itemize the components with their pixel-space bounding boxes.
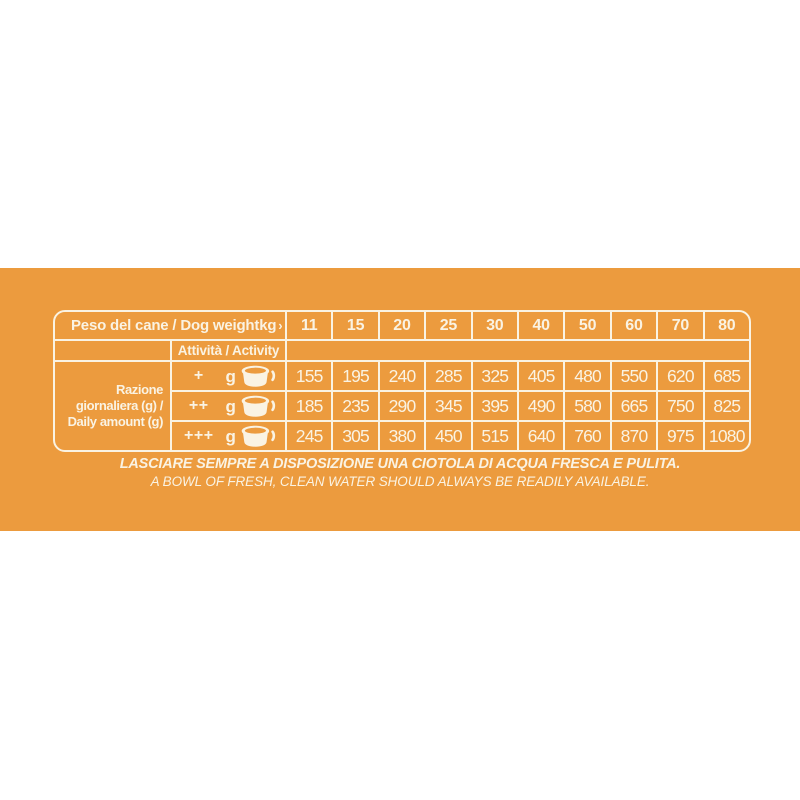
amount-cell: 550 bbox=[609, 360, 657, 390]
amount-cell: 405 bbox=[517, 360, 564, 390]
dog-weight-header: Peso del cane / Dog weight kg › bbox=[55, 312, 285, 339]
water-note-english: A BOWL OF FRESH, CLEAN WATER SHOULD ALWA… bbox=[150, 474, 650, 489]
daily-amount-label: Razione giornaliera (g) / Daily amount (… bbox=[55, 360, 170, 450]
activity-header: Attività / Activity bbox=[170, 339, 285, 360]
amount-cell: 870 bbox=[609, 420, 657, 450]
activity-level-cell: +++ g bbox=[170, 420, 285, 450]
weight-col-header: 60 bbox=[609, 312, 656, 339]
amount-cell: 325 bbox=[470, 360, 517, 390]
amount-cell: 665 bbox=[609, 390, 657, 420]
activity-level-cell: + g bbox=[170, 360, 285, 390]
amount-cell: 285 bbox=[424, 360, 471, 390]
amount-cell: 580 bbox=[563, 390, 610, 420]
amount-cell: 305 bbox=[331, 420, 378, 450]
amount-cell: 480 bbox=[563, 360, 610, 390]
kg-unit: kg › bbox=[259, 317, 283, 334]
weight-col-header: 80 bbox=[702, 312, 749, 339]
amount-cell: 155 bbox=[285, 360, 332, 390]
amount-cell: 825 bbox=[702, 390, 749, 420]
amount-cell: 245 bbox=[285, 420, 332, 450]
weight-col-header: 30 bbox=[470, 312, 517, 339]
grams-bowl: g bbox=[226, 364, 278, 388]
weight-col-header: 20 bbox=[377, 312, 424, 339]
activity-plus: ++ bbox=[188, 397, 209, 414]
amount-cell: 395 bbox=[470, 390, 517, 420]
dog-weight-label: Peso del cane / Dog weight bbox=[71, 317, 260, 334]
weight-col-header: 15 bbox=[331, 312, 377, 339]
empty-cell bbox=[55, 339, 170, 360]
amount-cell: 450 bbox=[424, 420, 471, 450]
spacer-cell bbox=[285, 339, 749, 360]
amount-cell: 750 bbox=[656, 390, 703, 420]
orange-band: Peso del cane / Dog weight kg › 11 15 20… bbox=[0, 268, 800, 531]
activity-level-cell: ++ g bbox=[170, 390, 285, 420]
amount-cell: 515 bbox=[470, 420, 517, 450]
amount-cell: 345 bbox=[424, 390, 471, 420]
amount-cell: 240 bbox=[377, 360, 425, 390]
amount-cell: 640 bbox=[517, 420, 564, 450]
dog-bowl-icon bbox=[241, 395, 275, 417]
amount-cell: 290 bbox=[377, 390, 425, 420]
feeding-table: Peso del cane / Dog weight kg › 11 15 20… bbox=[53, 310, 751, 452]
amount-cell: 490 bbox=[517, 390, 564, 420]
amount-cell: 195 bbox=[331, 360, 378, 390]
weight-col-header: 70 bbox=[656, 312, 702, 339]
activity-plus: + bbox=[193, 367, 204, 384]
dog-bowl-icon bbox=[241, 365, 275, 387]
weight-col-header: 40 bbox=[517, 312, 563, 339]
amount-cell: 620 bbox=[656, 360, 703, 390]
weight-col-header: 25 bbox=[424, 312, 470, 339]
weight-col-header: 11 bbox=[285, 312, 331, 339]
dog-bowl-icon bbox=[241, 425, 275, 447]
water-note: LASCIARE SEMPRE A DISPOSIZIONE UNA CIOTO… bbox=[0, 456, 800, 490]
chevron-right-icon: › bbox=[278, 318, 283, 333]
grams-bowl: g bbox=[226, 394, 278, 418]
amount-cell: 380 bbox=[377, 420, 425, 450]
weight-col-header: 50 bbox=[563, 312, 609, 339]
amount-cell: 1080 bbox=[702, 420, 749, 450]
grams-bowl: g bbox=[226, 424, 278, 448]
amount-cell: 685 bbox=[702, 360, 749, 390]
activity-plus: +++ bbox=[184, 427, 214, 444]
amount-cell: 235 bbox=[331, 390, 378, 420]
water-note-italian: LASCIARE SEMPRE A DISPOSIZIONE UNA CIOTO… bbox=[119, 456, 681, 472]
amount-cell: 185 bbox=[285, 390, 332, 420]
amount-cell: 975 bbox=[656, 420, 703, 450]
amount-cell: 760 bbox=[563, 420, 610, 450]
